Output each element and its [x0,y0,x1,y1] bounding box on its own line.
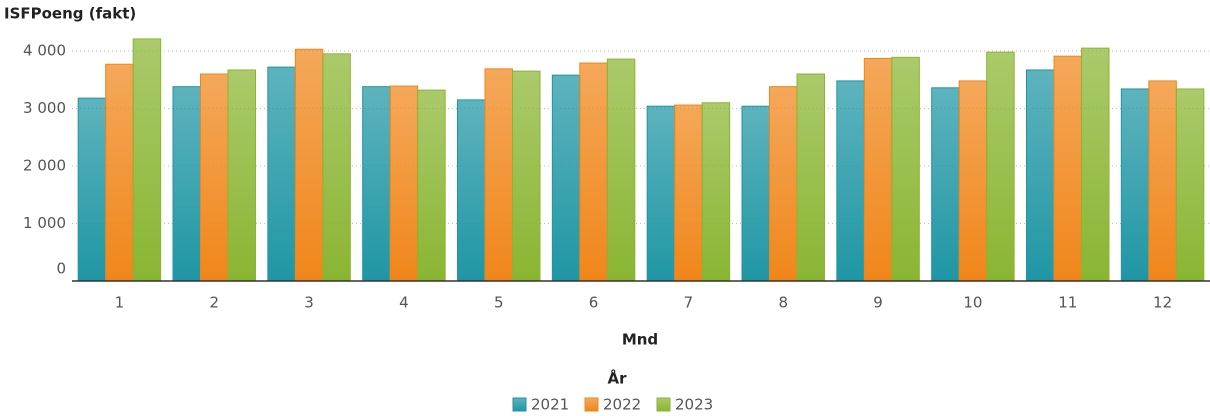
bar [1053,55,1082,282]
x-tick-label: 6 [589,294,599,312]
bar [322,53,351,282]
bar [484,68,513,282]
bar [863,57,893,282]
bar [172,86,201,282]
bar [606,58,636,282]
x-tick-label: 4 [399,294,409,312]
x-tick-label: 11 [1058,294,1077,312]
y-tick-label: 3 000 [23,99,66,117]
bar [769,86,798,282]
bar [796,73,825,282]
bar [931,87,960,282]
bar [200,73,229,282]
bar [267,66,296,282]
bar [389,85,419,282]
bar [1120,88,1150,282]
legend-title: År [607,369,627,388]
y-axis-label: ISFPoeng (fakt) [4,5,136,23]
x-tick-label: 3 [304,294,314,312]
bar [836,80,865,282]
bar [227,69,256,282]
x-tick-label: 8 [778,294,788,312]
x-tick-label: 9 [873,294,883,312]
bar [958,80,988,282]
y-tick-label: 1 000 [23,214,66,232]
legend-swatch [512,397,527,412]
bar [1175,88,1205,282]
x-tick-label: 1 [115,294,125,312]
bar [1148,80,1177,282]
x-axis-label: Mnd [622,331,658,349]
bar [362,86,391,282]
bar [105,63,134,282]
legend-label: 2023 [675,396,713,414]
bar [646,105,676,282]
bar [512,70,541,282]
y-tick-label: 2 000 [23,157,66,175]
bar [457,99,486,282]
legend-swatch [656,397,671,412]
y-tick-label: 4 000 [23,42,66,60]
legend-swatch [584,397,599,412]
y-tick-label: 0 [56,260,66,278]
bar [77,97,107,282]
bar [1026,69,1055,282]
bar [132,38,162,282]
bar [579,62,608,282]
legend-label: 2021 [531,396,569,414]
x-tick-label: 5 [494,294,504,312]
x-tick-label: 7 [684,294,694,312]
legend-label: 2022 [603,396,641,414]
bar [701,102,731,282]
bar [294,48,324,282]
bar [891,56,920,282]
bar [674,104,703,282]
bar [551,74,581,282]
x-tick-label: 10 [963,294,982,312]
bar [741,105,770,282]
x-tick-label: 2 [209,294,219,312]
bar [986,51,1015,282]
bar [417,89,446,282]
x-tick-label: 12 [1153,294,1172,312]
bar [1081,47,1110,282]
